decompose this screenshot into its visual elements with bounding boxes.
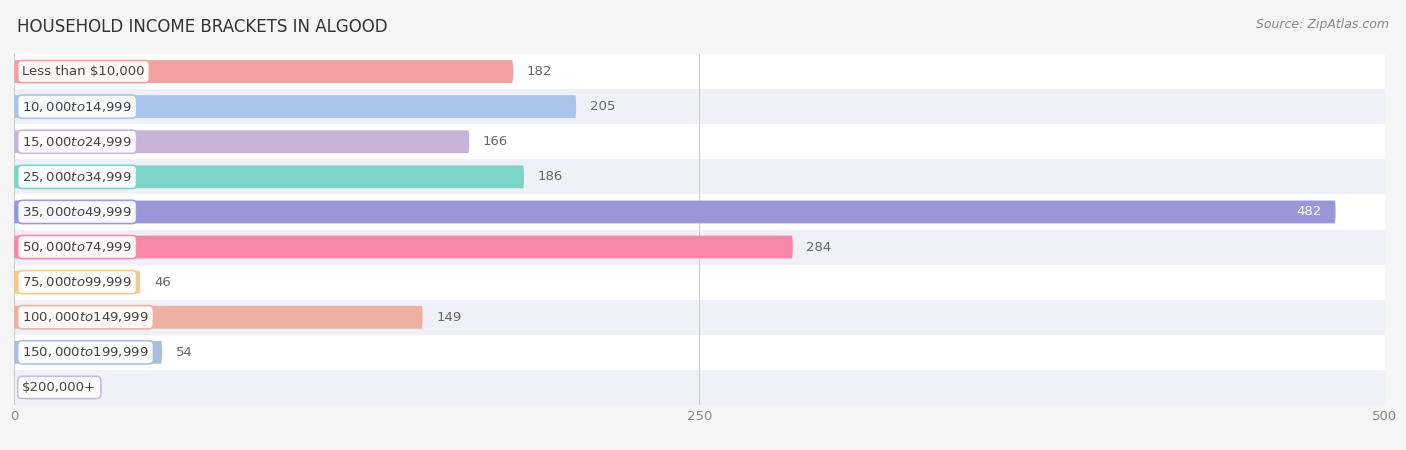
- FancyBboxPatch shape: [14, 166, 524, 188]
- Text: 482: 482: [1296, 206, 1322, 218]
- Bar: [14, 201, 1336, 223]
- Text: $35,000 to $49,999: $35,000 to $49,999: [22, 205, 132, 219]
- Bar: [14, 54, 1385, 89]
- Text: 186: 186: [537, 171, 562, 183]
- Text: $25,000 to $34,999: $25,000 to $34,999: [22, 170, 132, 184]
- Text: $50,000 to $74,999: $50,000 to $74,999: [22, 240, 132, 254]
- Bar: [14, 124, 1385, 159]
- Text: 149: 149: [436, 311, 461, 324]
- Text: Source: ZipAtlas.com: Source: ZipAtlas.com: [1256, 18, 1389, 31]
- Text: 182: 182: [527, 65, 553, 78]
- FancyBboxPatch shape: [14, 306, 423, 328]
- Text: Less than $10,000: Less than $10,000: [22, 65, 145, 78]
- Text: 166: 166: [482, 135, 508, 148]
- Text: 46: 46: [153, 276, 170, 288]
- FancyBboxPatch shape: [14, 341, 162, 364]
- Text: $15,000 to $24,999: $15,000 to $24,999: [22, 135, 132, 149]
- FancyBboxPatch shape: [14, 60, 513, 83]
- Bar: [14, 130, 470, 153]
- Bar: [14, 95, 576, 118]
- FancyBboxPatch shape: [14, 201, 1336, 223]
- Text: $75,000 to $99,999: $75,000 to $99,999: [22, 275, 132, 289]
- Text: HOUSEHOLD INCOME BRACKETS IN ALGOOD: HOUSEHOLD INCOME BRACKETS IN ALGOOD: [17, 18, 388, 36]
- Bar: [14, 60, 513, 83]
- Bar: [14, 230, 1385, 265]
- Bar: [14, 306, 423, 328]
- Bar: [14, 166, 524, 188]
- FancyBboxPatch shape: [14, 130, 470, 153]
- Text: $10,000 to $14,999: $10,000 to $14,999: [22, 99, 132, 114]
- Bar: [14, 335, 1385, 370]
- Text: $100,000 to $149,999: $100,000 to $149,999: [22, 310, 149, 324]
- FancyBboxPatch shape: [14, 95, 576, 118]
- Bar: [14, 341, 162, 364]
- Bar: [14, 300, 1385, 335]
- Bar: [14, 194, 1385, 230]
- Text: 0: 0: [28, 381, 37, 394]
- Bar: [14, 159, 1385, 194]
- Bar: [14, 370, 1385, 405]
- Text: 284: 284: [807, 241, 832, 253]
- Text: $200,000+: $200,000+: [22, 381, 96, 394]
- Text: 205: 205: [591, 100, 616, 113]
- FancyBboxPatch shape: [14, 271, 141, 293]
- Text: 54: 54: [176, 346, 193, 359]
- Bar: [14, 265, 1385, 300]
- Text: $150,000 to $199,999: $150,000 to $199,999: [22, 345, 149, 360]
- Bar: [14, 236, 793, 258]
- FancyBboxPatch shape: [14, 236, 793, 258]
- Bar: [14, 89, 1385, 124]
- Bar: [14, 271, 141, 293]
